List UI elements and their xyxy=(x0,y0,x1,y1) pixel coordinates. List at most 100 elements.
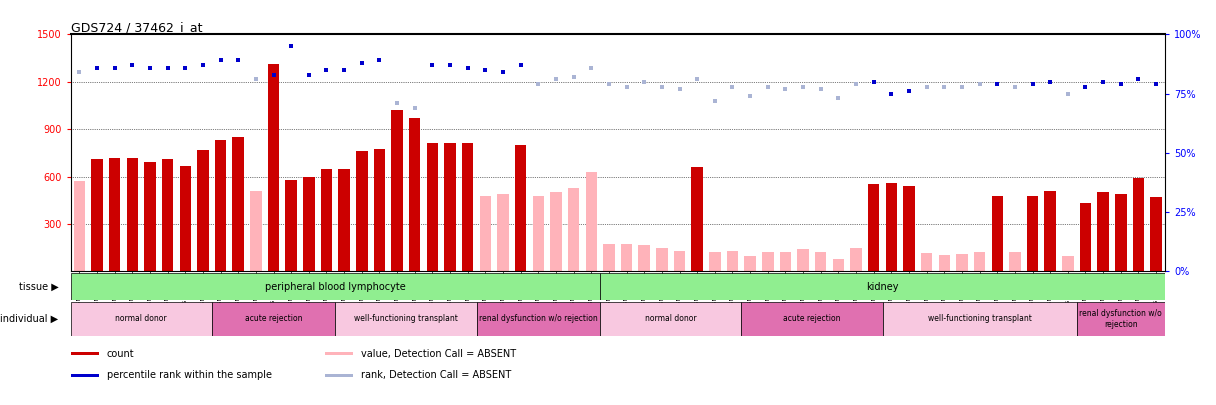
Point xyxy=(388,100,407,107)
Point xyxy=(458,64,478,71)
Bar xyxy=(497,194,508,271)
Bar xyxy=(956,254,968,271)
Point xyxy=(370,57,389,64)
Text: well-functioning transplant: well-functioning transplant xyxy=(928,314,1031,324)
Point xyxy=(705,98,725,104)
Text: renal dysfunction w/o
rejection: renal dysfunction w/o rejection xyxy=(1080,309,1162,328)
Point xyxy=(264,71,283,78)
Bar xyxy=(514,145,527,271)
Bar xyxy=(833,259,844,271)
Point xyxy=(776,86,795,92)
Bar xyxy=(974,252,985,271)
Bar xyxy=(71,352,98,355)
Point xyxy=(599,81,619,87)
Bar xyxy=(180,166,191,271)
Bar xyxy=(1009,252,1020,271)
Bar xyxy=(336,302,477,336)
Bar xyxy=(1115,194,1126,271)
Bar xyxy=(921,253,933,271)
Point xyxy=(334,67,354,73)
Point xyxy=(423,62,443,68)
Point xyxy=(175,64,195,71)
Point xyxy=(617,83,636,90)
Bar xyxy=(885,183,897,271)
Bar xyxy=(779,252,792,271)
Text: kidney: kidney xyxy=(866,281,899,292)
Bar xyxy=(903,186,914,271)
Bar xyxy=(599,302,742,336)
Point xyxy=(1041,79,1060,85)
Point xyxy=(741,93,760,99)
Point xyxy=(1111,81,1131,87)
Bar xyxy=(268,64,280,271)
Bar xyxy=(692,167,703,271)
Point xyxy=(123,62,142,68)
Text: renal dysfunction w/o rejection: renal dysfunction w/o rejection xyxy=(479,314,598,324)
Bar xyxy=(215,140,226,271)
Point xyxy=(475,67,495,73)
Bar xyxy=(603,245,614,271)
Point xyxy=(952,83,972,90)
Point xyxy=(299,71,319,78)
Point xyxy=(1093,79,1113,85)
Bar xyxy=(657,247,668,271)
Bar xyxy=(1045,191,1055,271)
Bar xyxy=(1076,302,1165,336)
Point xyxy=(1147,81,1166,87)
Bar xyxy=(1026,196,1038,271)
Bar xyxy=(232,137,244,271)
Bar xyxy=(303,177,315,271)
Bar xyxy=(1097,192,1109,271)
Point xyxy=(88,64,107,71)
Point xyxy=(652,83,671,90)
Bar xyxy=(727,251,738,271)
Bar xyxy=(1133,178,1144,271)
Point xyxy=(970,81,990,87)
Bar xyxy=(991,196,1003,271)
Point xyxy=(440,62,460,68)
Point xyxy=(1023,81,1042,87)
Point xyxy=(882,90,901,97)
Bar xyxy=(599,273,1165,300)
Bar xyxy=(1062,256,1074,271)
Point xyxy=(670,86,689,92)
Bar xyxy=(356,151,367,271)
Bar xyxy=(250,191,261,271)
Point xyxy=(140,64,159,71)
Bar xyxy=(126,158,139,271)
Point xyxy=(564,74,584,80)
Bar xyxy=(409,118,421,271)
Bar xyxy=(162,159,174,271)
Point xyxy=(722,83,742,90)
Bar xyxy=(71,302,212,336)
Bar xyxy=(321,169,332,271)
Bar xyxy=(479,196,491,271)
Point xyxy=(69,69,89,76)
Bar xyxy=(709,252,721,271)
Point xyxy=(158,64,178,71)
Point xyxy=(1076,83,1096,90)
Bar xyxy=(71,273,599,300)
Bar xyxy=(762,252,773,271)
Point xyxy=(405,104,424,111)
Point xyxy=(917,83,936,90)
Bar xyxy=(74,181,85,271)
Point xyxy=(210,57,230,64)
Point xyxy=(246,76,265,83)
Text: rank, Detection Call = ABSENT: rank, Detection Call = ABSENT xyxy=(361,370,511,380)
Point xyxy=(229,57,248,64)
Point xyxy=(494,69,513,76)
Text: count: count xyxy=(107,349,134,359)
Bar xyxy=(212,302,336,336)
Bar xyxy=(145,162,156,271)
Point xyxy=(546,76,565,83)
Bar xyxy=(462,143,473,271)
Bar xyxy=(373,149,385,271)
Bar xyxy=(742,302,883,336)
Bar xyxy=(815,252,827,271)
Bar xyxy=(1150,197,1161,271)
Bar xyxy=(883,302,1076,336)
Text: well-functioning transplant: well-functioning transplant xyxy=(354,314,458,324)
Point xyxy=(863,79,883,85)
Point xyxy=(793,83,812,90)
